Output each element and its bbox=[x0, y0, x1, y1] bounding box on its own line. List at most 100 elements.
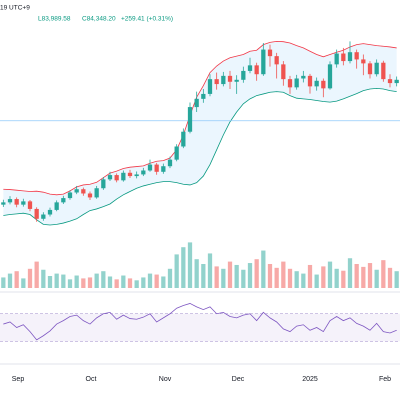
volume-bar bbox=[387, 267, 393, 288]
volume-bar bbox=[327, 261, 333, 288]
volume-bar bbox=[101, 271, 106, 288]
x-tick-label: Nov bbox=[159, 376, 172, 383]
volume-bar bbox=[361, 266, 366, 288]
volume-bar bbox=[87, 277, 93, 288]
volume-bar bbox=[134, 280, 139, 288]
volume-bar bbox=[154, 274, 159, 288]
volume-bar bbox=[334, 268, 339, 288]
volume-bar bbox=[94, 273, 99, 288]
candle-body bbox=[307, 75, 313, 87]
candle-body bbox=[41, 214, 46, 219]
volume-bar bbox=[41, 269, 46, 288]
candle-body bbox=[127, 172, 133, 177]
candle-body bbox=[201, 93, 206, 99]
candle-body bbox=[227, 75, 233, 82]
candle-body bbox=[107, 175, 113, 180]
candle-body bbox=[321, 80, 326, 89]
volume-bar bbox=[374, 269, 379, 288]
candle-body bbox=[327, 64, 333, 89]
candle-body bbox=[81, 189, 86, 194]
candle-body bbox=[121, 172, 126, 181]
candle-body bbox=[294, 78, 299, 88]
candle-body bbox=[27, 201, 33, 209]
volume-bar bbox=[281, 261, 286, 288]
volume-bar bbox=[107, 276, 113, 288]
volume-bar bbox=[114, 279, 119, 288]
volume-bar bbox=[181, 247, 186, 288]
volume-bar bbox=[74, 275, 79, 288]
candle-body bbox=[254, 65, 259, 75]
volume-bar bbox=[274, 267, 279, 288]
candle-body bbox=[234, 79, 239, 82]
volume-bar bbox=[147, 273, 153, 288]
candle-body bbox=[21, 201, 26, 205]
volume-bar bbox=[347, 258, 353, 288]
volume-bar bbox=[267, 264, 273, 288]
volume-bar bbox=[381, 260, 386, 288]
volume-bar bbox=[367, 263, 373, 288]
x-tick-label: Dec bbox=[232, 376, 245, 383]
candle-body bbox=[394, 79, 399, 84]
candle-body bbox=[87, 193, 93, 198]
volume-bar bbox=[207, 253, 213, 288]
volume-bar bbox=[354, 264, 359, 288]
lower-band bbox=[3, 87, 397, 226]
candle-body bbox=[147, 164, 153, 171]
candle-body bbox=[1, 202, 6, 205]
volume-bar bbox=[21, 278, 26, 288]
volume-bar bbox=[161, 276, 166, 288]
candle-body bbox=[207, 79, 213, 94]
x-tick-label: Sep bbox=[12, 376, 25, 383]
header-change: +259.41 (+0.31%) bbox=[121, 16, 173, 23]
x-tick-label: Oct bbox=[86, 376, 97, 383]
volume-bar bbox=[287, 268, 293, 288]
volume-bar bbox=[194, 259, 199, 288]
volume-bar bbox=[301, 273, 306, 288]
candle-body bbox=[221, 75, 226, 85]
x-tick-label: 2025 bbox=[302, 376, 318, 383]
x-tick-label: Feb bbox=[379, 376, 391, 383]
candle-body bbox=[181, 131, 186, 147]
candle-body bbox=[167, 159, 173, 167]
candle-body bbox=[367, 63, 373, 75]
volume-bar bbox=[227, 261, 233, 288]
volume-bar bbox=[47, 276, 53, 288]
volume-bar bbox=[7, 273, 13, 288]
volume-bar bbox=[394, 271, 399, 288]
volume-bar bbox=[294, 271, 299, 288]
candle-body bbox=[34, 208, 39, 219]
candle-body bbox=[101, 179, 106, 189]
band-fill bbox=[3, 41, 397, 226]
volume-bar bbox=[321, 266, 326, 288]
volume-bar bbox=[141, 277, 146, 288]
candle-body bbox=[381, 62, 386, 80]
candle-body bbox=[161, 166, 166, 172]
candle-body bbox=[314, 80, 319, 87]
volume-bar bbox=[67, 279, 73, 288]
volume-bar bbox=[221, 268, 226, 288]
candle-body bbox=[301, 75, 306, 79]
volume-bar bbox=[121, 275, 126, 288]
candle-body bbox=[7, 199, 13, 203]
candle-body bbox=[54, 202, 59, 210]
volume-bar bbox=[261, 250, 266, 288]
candle-body bbox=[387, 79, 393, 84]
volume-bar bbox=[34, 261, 39, 288]
candle-body bbox=[281, 64, 286, 80]
candle-body bbox=[141, 170, 146, 175]
volume-bar bbox=[27, 268, 33, 288]
header-time: 19 UTC+9 bbox=[0, 5, 30, 12]
candle-body bbox=[361, 59, 366, 64]
volume-bar bbox=[247, 263, 253, 288]
candle-body bbox=[67, 192, 73, 199]
rsi-band bbox=[0, 313, 400, 342]
candle-body bbox=[354, 52, 359, 60]
candle-body bbox=[194, 98, 199, 108]
candle-body bbox=[47, 209, 53, 215]
volume-bar bbox=[214, 266, 219, 288]
volume-bar bbox=[14, 271, 19, 288]
candle-body bbox=[334, 53, 339, 65]
volume-bar bbox=[234, 264, 239, 288]
volume-bar bbox=[167, 268, 173, 288]
volume-bar bbox=[187, 242, 193, 288]
